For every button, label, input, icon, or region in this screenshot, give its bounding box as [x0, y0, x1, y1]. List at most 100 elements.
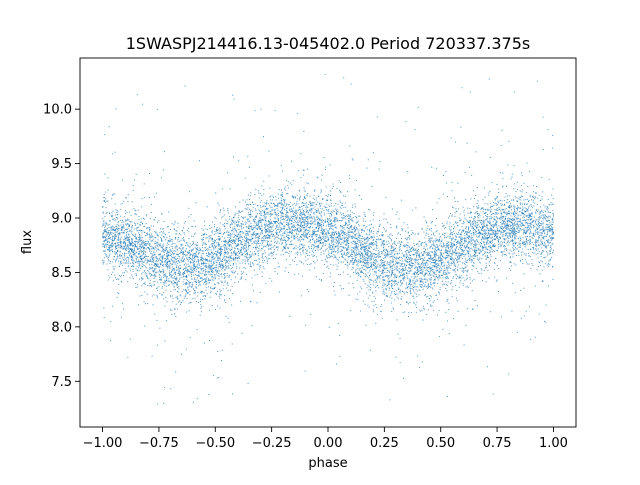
data-point — [437, 258, 439, 260]
data-point — [422, 261, 424, 263]
data-point — [520, 196, 522, 198]
data-point — [447, 245, 449, 247]
data-point — [456, 260, 458, 262]
data-point — [504, 249, 506, 251]
data-point — [436, 276, 437, 278]
data-point — [477, 223, 479, 225]
data-point — [396, 261, 398, 263]
data-point — [427, 295, 429, 297]
data-point — [533, 246, 535, 248]
data-point — [414, 249, 416, 251]
data-point — [490, 208, 492, 210]
data-point — [372, 152, 374, 154]
data-point — [305, 218, 307, 220]
data-point — [254, 194, 256, 195]
data-point — [298, 273, 300, 275]
data-point — [256, 204, 258, 206]
data-point — [273, 229, 275, 231]
data-point — [238, 224, 240, 226]
data-point — [270, 219, 272, 221]
data-point — [421, 254, 423, 256]
data-point — [133, 228, 135, 230]
data-point — [229, 241, 231, 242]
data-point — [353, 243, 355, 245]
data-point — [196, 265, 198, 267]
data-point — [481, 245, 483, 247]
data-point — [451, 206, 453, 208]
data-point — [489, 219, 491, 221]
data-point — [546, 206, 548, 208]
data-point — [103, 229, 105, 231]
data-point — [514, 222, 516, 224]
data-point — [500, 213, 502, 215]
data-point — [465, 226, 467, 228]
data-point — [229, 255, 231, 257]
data-point — [195, 281, 197, 283]
data-point — [358, 240, 360, 241]
data-point — [287, 236, 289, 238]
data-point — [258, 225, 260, 227]
data-point — [291, 215, 293, 217]
data-point — [135, 237, 137, 239]
data-point — [205, 258, 207, 260]
data-point — [229, 233, 231, 235]
data-point — [103, 260, 105, 262]
data-point — [210, 287, 212, 289]
data-point — [371, 256, 373, 258]
data-point — [325, 258, 327, 260]
data-point — [155, 275, 157, 277]
data-point — [373, 248, 375, 250]
data-point — [447, 299, 449, 301]
data-point — [125, 229, 127, 231]
data-point — [254, 203, 256, 205]
data-point — [140, 267, 142, 269]
data-point — [224, 253, 226, 255]
data-point — [460, 244, 462, 246]
data-point — [128, 230, 130, 232]
data-point — [430, 254, 432, 256]
data-point — [492, 230, 494, 232]
data-point — [148, 285, 150, 287]
data-point — [289, 217, 291, 219]
data-point — [110, 245, 112, 247]
data-point — [416, 290, 418, 292]
data-point — [134, 255, 136, 257]
data-point — [433, 279, 435, 281]
data-point — [361, 238, 363, 240]
data-point — [391, 272, 393, 274]
data-point — [321, 228, 323, 230]
data-point — [528, 255, 530, 257]
data-point — [224, 277, 226, 279]
data-point — [475, 221, 477, 223]
data-point — [431, 209, 433, 211]
data-point — [313, 248, 315, 250]
data-point — [234, 221, 236, 223]
data-point — [485, 226, 487, 228]
data-point — [537, 209, 539, 211]
data-point — [321, 198, 323, 200]
data-point — [464, 260, 466, 262]
data-point — [219, 229, 221, 231]
data-point — [399, 338, 401, 340]
data-point — [258, 219, 260, 221]
data-point — [223, 214, 225, 216]
data-point — [306, 221, 308, 223]
data-point — [446, 255, 448, 257]
data-point — [170, 254, 172, 256]
data-point — [166, 278, 168, 280]
data-point — [279, 210, 281, 212]
data-point — [419, 280, 421, 282]
data-point — [172, 246, 174, 248]
data-point — [519, 239, 521, 241]
data-point — [129, 247, 131, 249]
data-point — [227, 237, 229, 238]
data-point — [471, 239, 473, 241]
data-point — [541, 196, 543, 198]
data-point — [271, 222, 273, 224]
data-point — [408, 280, 410, 282]
data-point — [352, 241, 354, 243]
data-point — [372, 219, 374, 221]
data-point — [522, 242, 524, 244]
data-point — [285, 258, 287, 260]
data-point — [280, 164, 282, 166]
